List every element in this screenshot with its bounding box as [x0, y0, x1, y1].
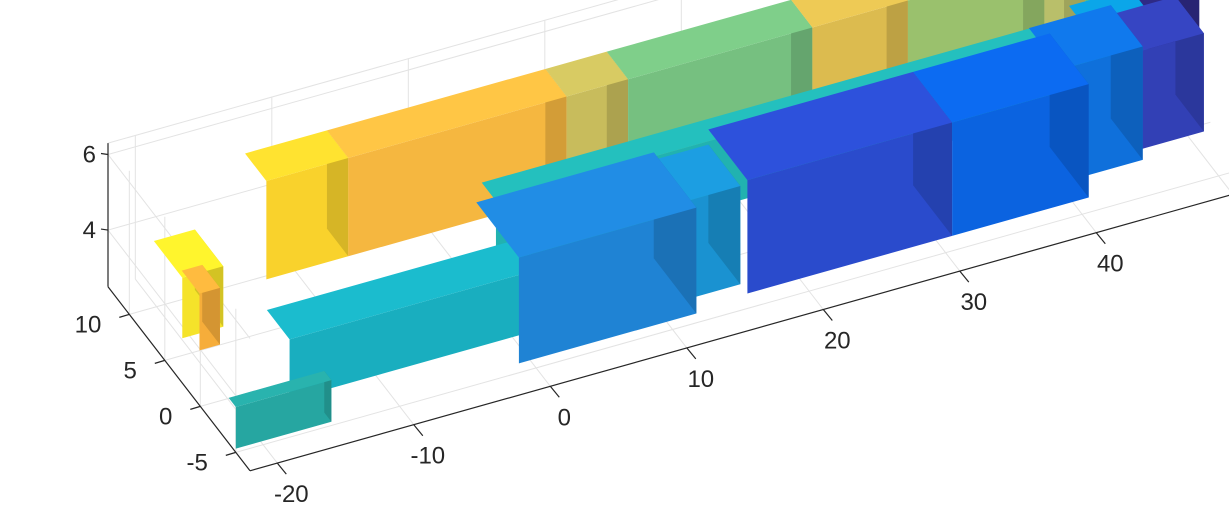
- cluster-face-top: [791, 0, 908, 28]
- cluster-face-top: [266, 238, 543, 340]
- z-tick-mark: [100, 228, 109, 231]
- y-tick-label: 0: [159, 403, 172, 430]
- y-tick-label: 5: [123, 357, 136, 384]
- x-tick-mark: [686, 347, 697, 360]
- z-tick-label: 4: [83, 217, 96, 244]
- x-tick-label: -10: [410, 443, 445, 470]
- cluster-face-top: [153, 229, 224, 278]
- cluster-face-side: [324, 370, 332, 422]
- grid-line-y: [235, 172, 1229, 453]
- x-tick-mark: [959, 270, 970, 283]
- x-tick-label: 20: [824, 328, 851, 355]
- cluster-face-front: [518, 207, 697, 364]
- z-tick-label: 6: [83, 141, 96, 168]
- x-tick-label: 0: [558, 404, 571, 431]
- cluster-c15: [476, 152, 697, 364]
- x-tick-mark: [413, 424, 424, 437]
- y-tick-label: -5: [186, 449, 207, 476]
- cluster-face-top: [228, 370, 332, 408]
- y-tick-mark: [154, 359, 165, 364]
- cluster-face-top: [326, 68, 567, 158]
- z-tick-mark: [100, 152, 109, 156]
- cluster-face-front: [289, 268, 543, 400]
- cluster-face-top: [708, 71, 953, 181]
- cluster-face-top: [606, 0, 813, 80]
- y-axis-line: [107, 286, 251, 472]
- x-tick-label: 40: [1097, 251, 1124, 278]
- x-tick-mark: [1095, 232, 1106, 245]
- cluster-face-top: [907, 0, 910, 1]
- y-tick-mark: [119, 313, 130, 318]
- cluster-face-top: [245, 130, 349, 182]
- y-tick-mark: [225, 451, 236, 456]
- x-tick-label: -20: [274, 481, 309, 506]
- cluster-c17: [708, 71, 953, 294]
- cluster-face-top: [913, 33, 1089, 123]
- cluster-face-top: [181, 264, 220, 294]
- grid-line-z: [107, 229, 251, 415]
- x-tick-mark: [549, 385, 560, 398]
- cluster-c02: [181, 264, 220, 351]
- cluster-c03: [228, 370, 332, 449]
- grid-edge: [107, 0, 619, 144]
- point-clusters: [153, 0, 1204, 449]
- y-tick-mark: [190, 405, 201, 410]
- cluster-face-front: [348, 96, 567, 257]
- x-tick-mark: [822, 309, 833, 321]
- x-axis-line: [249, 194, 1229, 472]
- cluster-face-top: [545, 51, 629, 97]
- x-tick-mark: [276, 462, 287, 475]
- cluster-face-front: [235, 380, 332, 449]
- cluster-c18: [913, 33, 1089, 236]
- cluster-face-front: [747, 122, 953, 294]
- cluster-c05: [245, 130, 349, 280]
- x-tick-label: 10: [687, 366, 714, 393]
- x-tick-label: 30: [960, 289, 987, 316]
- axes-box: [107, 143, 1229, 472]
- y-tick-label: 10: [75, 311, 102, 338]
- grid-line-z: [107, 0, 659, 155]
- cluster-face-top: [476, 152, 697, 258]
